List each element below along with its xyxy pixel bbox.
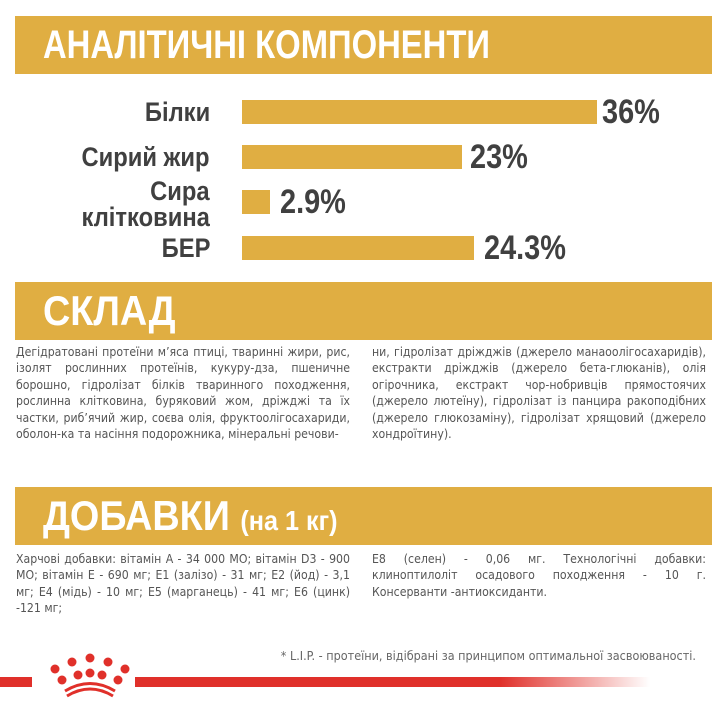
royal-canin-crown-logo-icon [45, 643, 135, 698]
bar-fiber [242, 190, 270, 214]
bar-value-protein: 36% [602, 93, 660, 131]
composition-title: СКЛАД [43, 287, 176, 334]
bar-label-fiber-line2: клітковина [81, 202, 210, 232]
bar-label-protein: Білки [144, 97, 210, 127]
brand-red-line-right [93, 677, 483, 687]
composition-text-col2: ни, гідролізат дріжджів (джерело манаоол… [372, 345, 706, 442]
composition-text-col1: Дегідратовані протеїни м’яса птиці, твар… [16, 345, 350, 442]
bar-fat [242, 145, 462, 169]
additives-banner: ДОБАВКИ (на 1 кг) [15, 487, 712, 545]
analytical-components-banner: АНАЛІТИЧНІ КОМПОНЕНТИ [15, 16, 712, 74]
analytical-components-title: АНАЛІТИЧНІ КОМПОНЕНТИ [43, 23, 490, 67]
composition-banner: СКЛАД [15, 282, 712, 340]
bar-value-nfe: 24.3% [484, 229, 566, 267]
brand-red-line-fade [400, 677, 650, 687]
bar-nfe [242, 236, 474, 260]
additives-subtitle: (на 1 кг) [240, 505, 338, 536]
bar-value-fat: 23% [470, 138, 528, 176]
bar-value-fiber: 2.9% [280, 183, 346, 221]
lip-footnote: * L.I.P. - протеїни, відібрані за принци… [280, 648, 696, 663]
bar-label-fat: Сирий жир [81, 142, 210, 172]
brand-red-line-left [0, 677, 32, 687]
additives-text-col1: Харчові добавки: вітамін А - 34 000 МО; … [16, 552, 350, 616]
bar-label-fiber-line1: Сира [150, 176, 210, 206]
bar-label-nfe: БЕР [161, 233, 210, 263]
additives-text-col2: Е8 (селен) - 0,06 мг. Технологічні добав… [372, 552, 706, 599]
additives-title: ДОБАВКИ (на 1 кг) [43, 492, 338, 539]
bar-protein [242, 100, 597, 124]
